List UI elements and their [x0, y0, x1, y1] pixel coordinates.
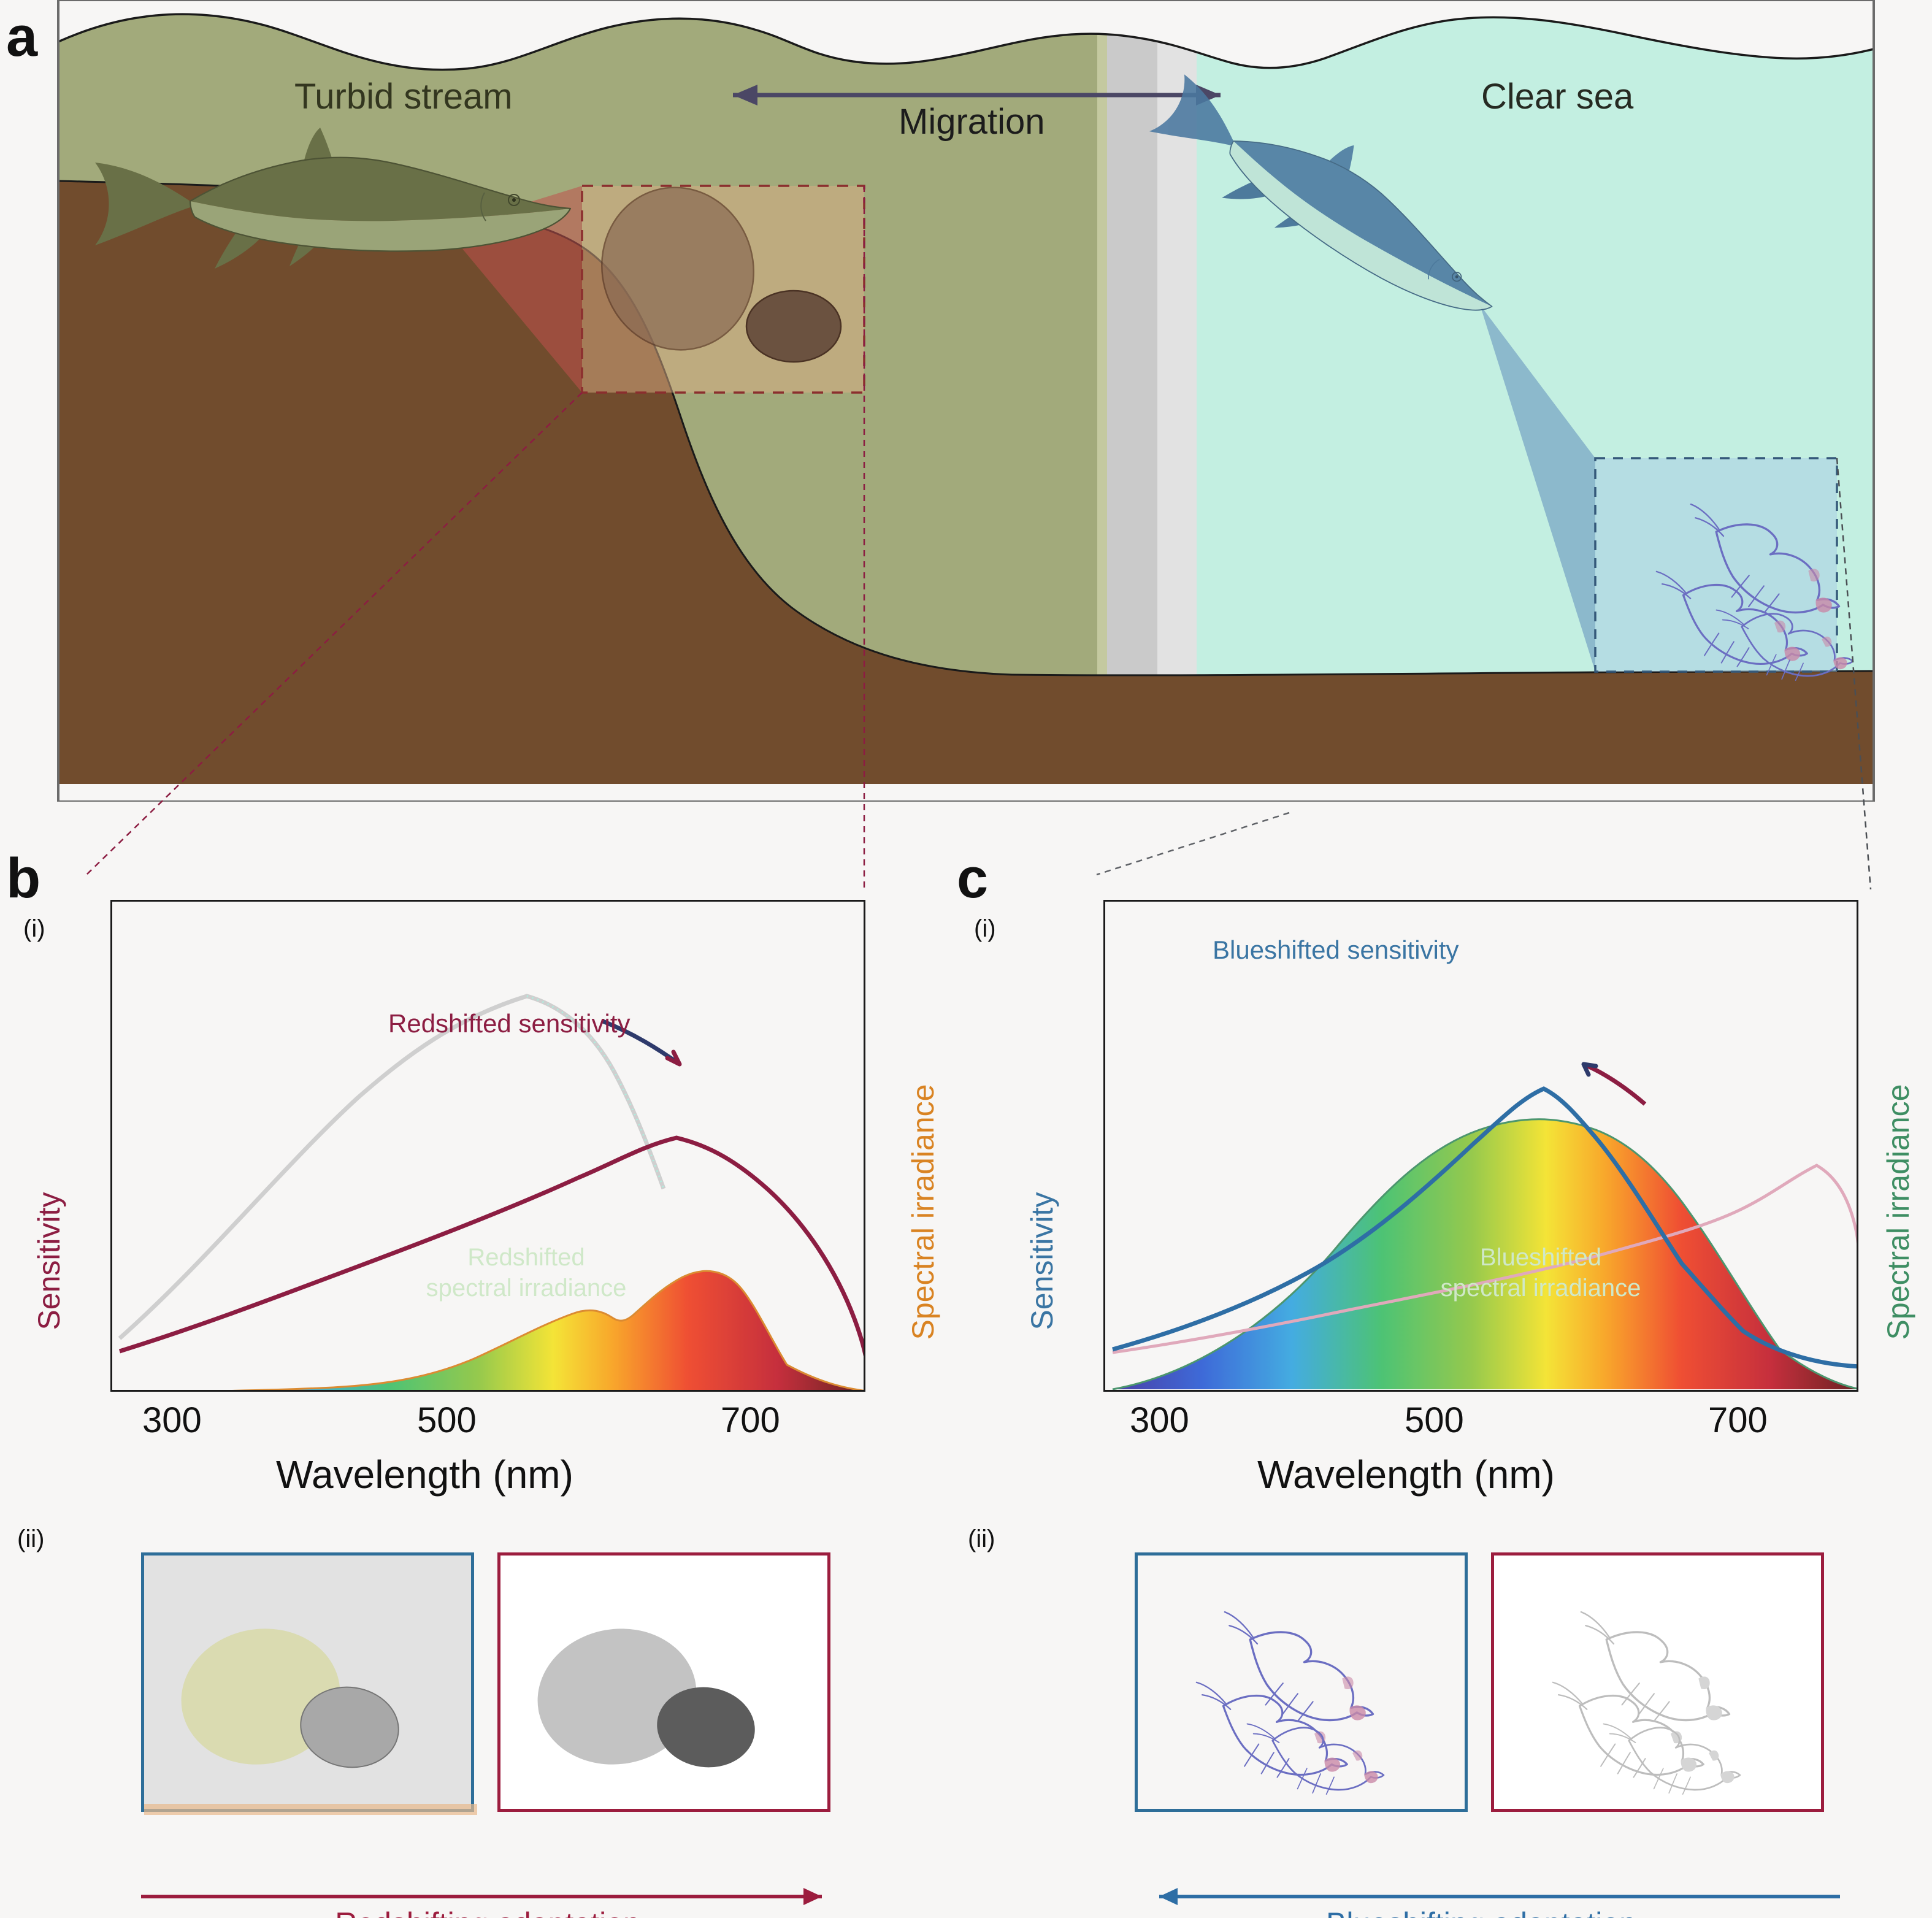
svg-text:Turbid stream: Turbid stream	[294, 77, 513, 117]
svg-text:Clear sea: Clear sea	[1481, 77, 1634, 117]
svg-text:Migration: Migration	[899, 102, 1045, 142]
